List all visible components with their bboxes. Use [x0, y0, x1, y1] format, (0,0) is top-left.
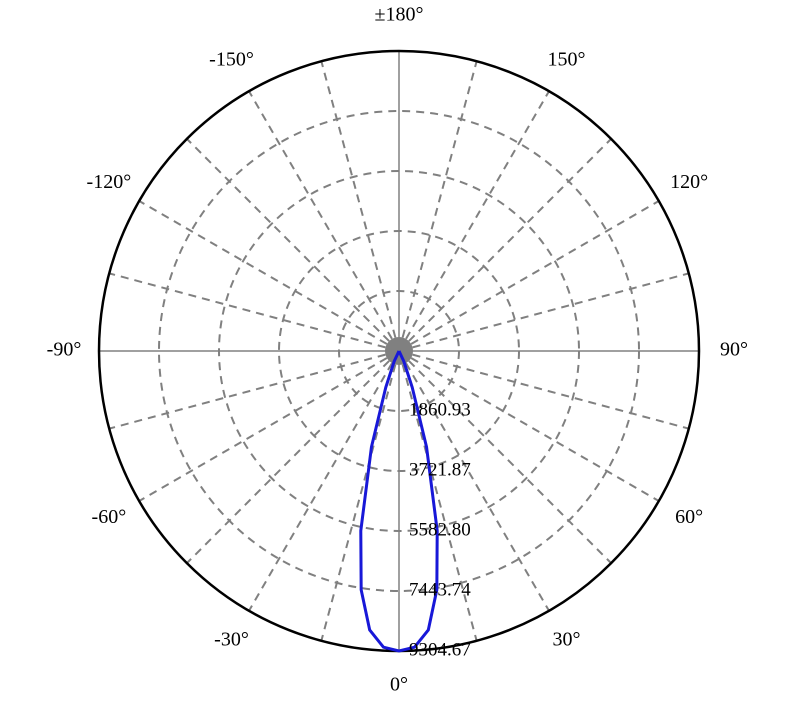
angle-label: -120° [87, 171, 132, 193]
radial-label: 7443.74 [409, 579, 471, 600]
angle-label: ±180° [375, 4, 424, 26]
angle-label: -30° [214, 629, 249, 651]
radial-label: 3721.87 [409, 459, 471, 480]
angle-label: 120° [670, 171, 708, 193]
angle-label: 30° [553, 629, 581, 651]
radial-label: 1860.93 [409, 399, 471, 420]
radial-label: 5582.80 [409, 519, 471, 540]
angle-label: 90° [720, 339, 748, 361]
angle-label: 0° [390, 674, 408, 696]
angle-label: 150° [548, 48, 586, 70]
polar-chart: 0° 30° 60° 90° 120° 150° ±180° -150° -120° -90° -6… [0, 0, 798, 714]
radial-label: 9304.67 [409, 639, 471, 660]
angle-label: -60° [92, 506, 127, 528]
angle-label: -90° [47, 339, 82, 361]
angle-label: -150° [209, 48, 254, 70]
angle-label: 60° [675, 506, 703, 528]
